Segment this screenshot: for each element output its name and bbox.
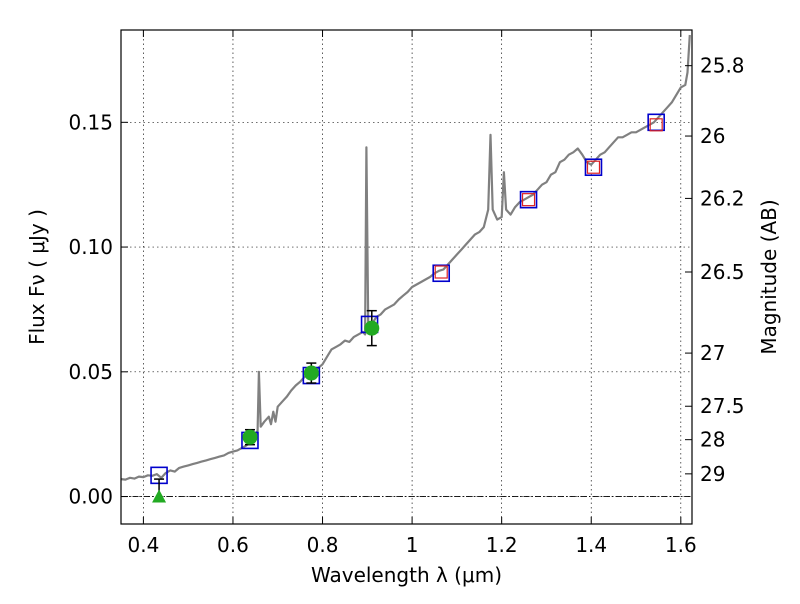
photometry-square bbox=[586, 160, 601, 174]
x-tick-label: 1.4 bbox=[575, 533, 607, 557]
y2-tick-label: 28 bbox=[700, 428, 725, 452]
photometry-square bbox=[434, 265, 448, 279]
y-tick-label: 0.00 bbox=[68, 485, 113, 509]
y-tick-label: 0.15 bbox=[68, 110, 113, 134]
x-tick-label: 1.6 bbox=[665, 533, 697, 557]
right-axis-label: Magnitude (AB) bbox=[757, 199, 781, 354]
y2-tick-label: 25.8 bbox=[700, 54, 745, 78]
photometry-square bbox=[521, 193, 536, 207]
upper-limit-triangle bbox=[152, 489, 167, 503]
axis-ticks: 0.4 0.6 0.8 1 1.2 1.4 1.6 0.00 0.05 0.10 0.15 25.8 2… bbox=[68, 30, 745, 557]
model-spectrum-layer bbox=[120, 34, 691, 481]
model-photometry-square bbox=[432, 264, 451, 283]
y-tick-label: 0.05 bbox=[68, 360, 113, 384]
photometry-point bbox=[364, 320, 380, 336]
y2-tick-label: 29 bbox=[700, 462, 725, 486]
model-photometry-square bbox=[584, 158, 603, 177]
y2-tick-label: 27.5 bbox=[700, 394, 745, 418]
model-photometry-square bbox=[519, 190, 538, 209]
photometry-square bbox=[649, 118, 663, 132]
x-tick-label: 1 bbox=[406, 533, 419, 557]
photometry-markers bbox=[150, 113, 665, 503]
y2-tick-label: 26.5 bbox=[700, 260, 745, 284]
y-tick-label: 0.10 bbox=[68, 235, 113, 259]
photometry-point bbox=[303, 365, 319, 381]
x-tick-label: 0.8 bbox=[307, 533, 339, 557]
y-axis-label: Flux Fν ( μJy ) bbox=[25, 209, 49, 345]
plot-frame bbox=[120, 29, 693, 525]
x-tick-label: 0.4 bbox=[127, 533, 159, 557]
x-axis-label: Wavelength λ (μm) bbox=[311, 563, 502, 587]
y2-tick-label: 26 bbox=[700, 124, 725, 148]
y2-tick-label: 26.2 bbox=[700, 186, 745, 210]
x-tick-label: 1.2 bbox=[486, 533, 518, 557]
photometry-point bbox=[242, 429, 258, 445]
x-tick-label: 0.6 bbox=[217, 533, 249, 557]
y2-tick-label: 27 bbox=[700, 341, 725, 365]
model-spectrum-line bbox=[120, 34, 691, 481]
grid-lines bbox=[121, 30, 692, 524]
